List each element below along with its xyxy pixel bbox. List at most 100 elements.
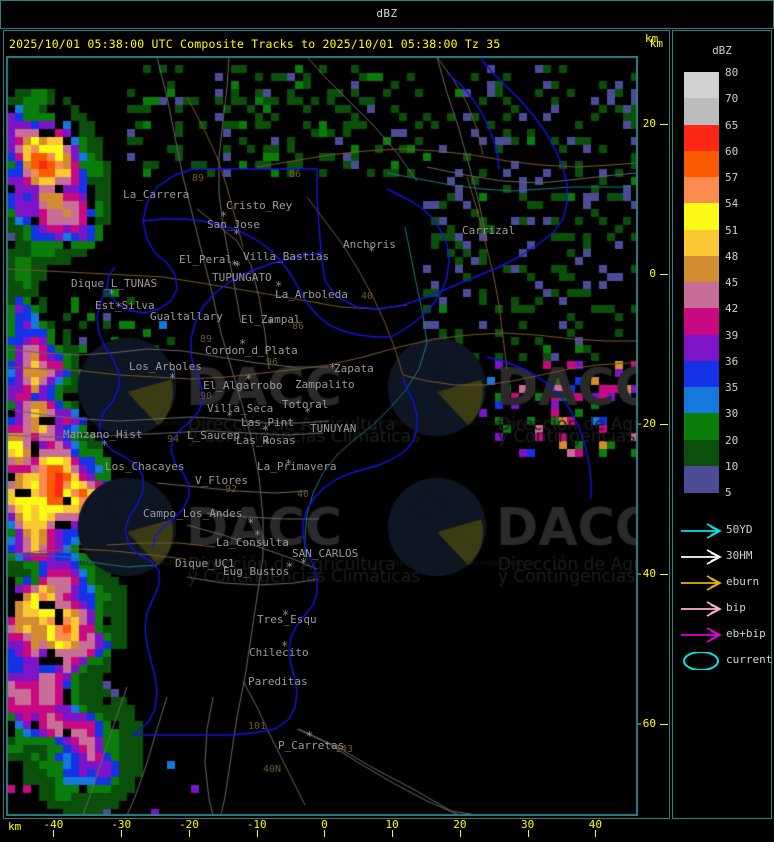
window-title: dBZ <box>376 7 398 20</box>
station-marker-icon: * <box>231 258 239 272</box>
track-arrow-icon <box>681 523 723 539</box>
map-place-label: Zapata <box>334 362 374 375</box>
x-tick-label: -30 <box>111 818 132 831</box>
route-number-label: 92 <box>225 484 238 495</box>
map-place-label: Eug_Bustos <box>223 565 290 578</box>
map-place-label: Tres_Esqu <box>257 613 317 626</box>
station-marker-icon: * <box>234 259 242 273</box>
x-tick <box>256 830 258 837</box>
colorbar-swatch <box>684 72 719 99</box>
map-place-label: Villa_Seca <box>207 402 274 415</box>
x-tick-label: -10 <box>246 818 267 831</box>
colorbar-swatches <box>684 72 719 493</box>
station-marker-icon: * <box>245 372 253 386</box>
station-marker-icon: * <box>285 457 293 471</box>
station-marker-icon: * <box>281 639 289 653</box>
station-marker-icon: * <box>226 409 234 423</box>
colorbar-tick-labels: 80 70 65 60 57 54 51 48 45 42 39 36 35 30 20 10 5 <box>725 66 771 499</box>
route-number-label: 101 <box>248 721 267 732</box>
track-arrow-icon <box>681 627 723 643</box>
header-strip: 2025/10/01 05:38:00 UTC Composite Tracks… <box>4 33 669 57</box>
colorbar-swatch <box>684 255 719 283</box>
station-marker-icon: * <box>263 436 271 450</box>
map-place-label: Dique_UC1 <box>175 557 235 570</box>
y-tick-label: 0 <box>649 266 656 280</box>
map-label-layer: La_Carrera Cristo_Rey * San_Jose * Villa_Bast… <box>7 57 637 815</box>
map-place-label: La_Consulta <box>216 536 289 549</box>
station-marker-icon: * <box>329 361 337 375</box>
map-place-label: Campo_Los_Andes <box>143 507 243 520</box>
map-place-label: Dique_L_TUNAS <box>71 277 158 290</box>
map-place-label: Pareditas <box>248 675 308 688</box>
y-tick-label: 20 <box>642 116 656 130</box>
map-place-label: TUPUNGATO <box>212 271 272 284</box>
colorbar-level-label: 54 <box>725 197 739 211</box>
colorbar-swatch <box>684 150 719 178</box>
map-place-label: Carrizal <box>462 224 515 237</box>
map-place-label: La_Arboleda <box>275 288 348 301</box>
map-place-label: La_Primavera <box>257 460 337 473</box>
radar-plot-area[interactable]: La_Carrera Cristo_Rey * San_Jose * Villa_Bast… <box>6 56 638 816</box>
x-tick <box>188 830 190 837</box>
map-place-label: El_Algarrobo <box>203 379 283 392</box>
map-place-label: El_Peral <box>179 253 232 266</box>
route-number-label: 96 <box>266 357 279 368</box>
map-place-label: San_Jose <box>207 218 260 231</box>
colorbar-swatch <box>684 308 719 335</box>
track-legend-label: eburn <box>726 575 760 588</box>
y-tick <box>660 123 668 125</box>
x-tick-label: 20 <box>453 818 467 831</box>
track-legend-label: bip <box>726 601 746 614</box>
x-tick <box>527 830 529 837</box>
map-place-label: Anchoris <box>343 238 396 251</box>
map-place-label: TUNUYAN <box>310 422 357 435</box>
map-place-label: Villa_Bastias <box>243 250 330 263</box>
route-number-label: 89 <box>200 334 213 345</box>
y-tick-label: -60 <box>636 716 656 730</box>
map-place-label: Cordon_d_Plata <box>205 344 298 357</box>
map-place-label: Chilecito <box>249 646 309 659</box>
map-place-label: Los_Arboles <box>129 360 202 373</box>
station-marker-icon: * <box>300 556 308 570</box>
track-legend-item: eburn <box>678 570 772 596</box>
route-number-label: 94 <box>167 434 180 445</box>
colorbar-level-label: 51 <box>725 223 739 237</box>
colorbar-swatch <box>684 282 719 309</box>
colorbar-swatch <box>684 465 719 493</box>
route-number-label: 86 <box>292 321 305 332</box>
station-marker-icon: * <box>220 209 228 223</box>
station-marker-icon: * <box>239 337 247 351</box>
colorbar-swatch <box>684 177 719 204</box>
x-tick-label: -20 <box>178 818 199 831</box>
colorbar-level-label: 10 <box>725 459 739 473</box>
geographic-overlay-layer <box>7 57 637 815</box>
track-legend-item: current <box>678 648 772 674</box>
y-tick <box>660 423 668 425</box>
current-ellipse-icon <box>683 652 719 670</box>
station-marker-icon: * <box>267 316 275 330</box>
colorbar-level-label: 65 <box>725 118 739 132</box>
route-number-label: 40 <box>361 291 374 302</box>
map-place-label: Las_Rosas <box>236 434 296 447</box>
colorbar-swatch <box>684 229 719 257</box>
colorbar-swatch <box>684 334 719 362</box>
x-tick-label: -40 <box>43 818 64 831</box>
window-titlebar: dBZ <box>0 0 774 29</box>
x-axis-unit: km <box>8 820 22 833</box>
track-legend-item: eb+bip <box>678 622 772 648</box>
colorbar-level-label: 80 <box>725 66 739 79</box>
track-legend: 50YD 30HM eburn bip eb+bip current <box>678 518 772 674</box>
colorbar-swatch <box>684 203 719 230</box>
route-number-label: 40 <box>297 489 310 500</box>
y-tick <box>660 573 668 575</box>
track-legend-label: current <box>726 653 773 666</box>
route-number-label: 86 <box>289 169 302 180</box>
map-place-label: Totoral <box>282 398 329 411</box>
station-marker-icon: * <box>262 423 270 437</box>
route-number-label: 89 <box>192 173 205 184</box>
map-place-label: El_Zampal <box>241 313 301 326</box>
x-tick-label: 40 <box>588 818 602 831</box>
track-legend-label: 30HM <box>726 549 753 562</box>
x-tick-label: 0 <box>321 818 328 831</box>
